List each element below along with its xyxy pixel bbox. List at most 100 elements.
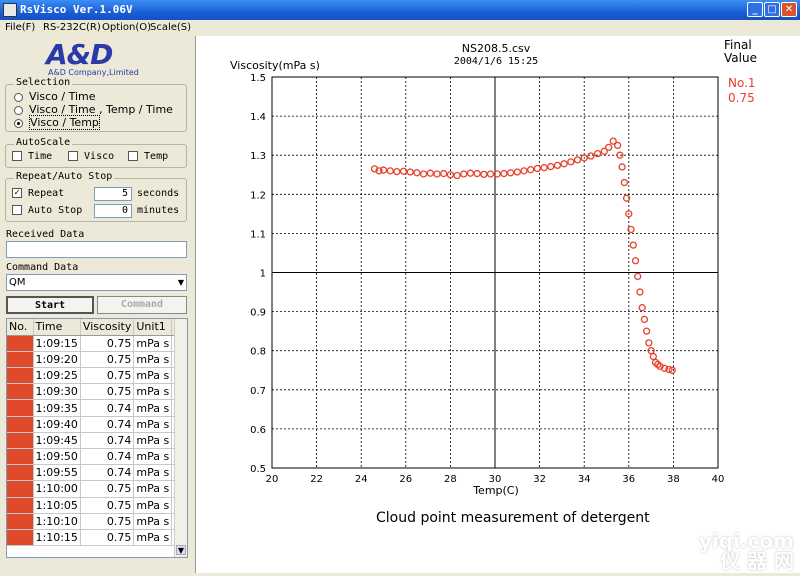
data-point — [613, 141, 622, 150]
viscosity-cell: 0.74 — [80, 416, 135, 433]
watermark-line2: 仪 器 网 — [720, 549, 794, 573]
data-point — [649, 352, 657, 361]
repeat-checkbox[interactable]: ✓ Repeat — [12, 188, 64, 199]
data-point — [634, 272, 642, 281]
autostop-checkbox[interactable]: Auto Stop — [12, 205, 82, 216]
table-row[interactable]: 1:09:50 0.74 mPa s — [7, 448, 184, 466]
data-point — [440, 169, 448, 178]
row-index-cell[interactable] — [7, 513, 34, 530]
row-index-cell[interactable] — [7, 464, 34, 482]
col-header-no[interactable]: No. — [7, 319, 34, 336]
selection-legend: Selection — [14, 77, 73, 88]
data-point — [625, 210, 633, 218]
row-index-cell[interactable] — [7, 480, 34, 498]
table-row[interactable]: 1:09:40 0.74 mPa s — [7, 416, 184, 433]
row-index-cell[interactable] — [7, 335, 34, 352]
col-header-time[interactable]: Time — [33, 319, 81, 336]
table-row[interactable]: 1:09:30 0.75 mPa s — [7, 383, 184, 401]
checkbox-box — [12, 151, 22, 161]
menu-rs232c[interactable]: RS-232C(R) — [43, 22, 101, 33]
data-point — [605, 143, 613, 152]
minimize-button[interactable]: _ — [747, 2, 763, 17]
table-row[interactable]: 1:10:10 0.75 mPa s — [7, 513, 184, 530]
table-row[interactable]: 1:09:25 0.75 mPa s — [7, 367, 184, 385]
data-point — [668, 366, 676, 374]
chevron-down-icon[interactable]: ▼ — [177, 278, 184, 287]
data-point — [393, 167, 401, 176]
data-point — [527, 166, 535, 174]
row-index-cell[interactable] — [7, 416, 34, 433]
row-index-cell[interactable] — [7, 367, 34, 385]
command-data-select[interactable]: QM ▼ — [6, 274, 187, 291]
unit-cell: mPa s — [133, 416, 173, 433]
table-row[interactable]: 1:10:15 0.75 mPa s — [7, 529, 184, 547]
received-data-field[interactable] — [6, 241, 187, 258]
logo-company: A&D Company,Limited — [48, 68, 139, 77]
autoscale-visco-checkbox[interactable]: Visco — [68, 151, 114, 162]
table-row[interactable]: 1:09:35 0.74 mPa s — [7, 399, 184, 417]
viscosity-cell: 0.75 — [80, 480, 135, 498]
data-point — [500, 169, 508, 178]
row-index-cell[interactable] — [7, 448, 34, 466]
radio-visco-time-temp[interactable]: Visco / Time , Temp / Time — [14, 103, 173, 116]
menu-file[interactable]: File(F) — [5, 22, 36, 33]
unit-cell: mPa s — [133, 383, 173, 401]
y-tick-label: 1.3 — [250, 151, 266, 162]
row-index-cell[interactable] — [7, 497, 34, 514]
table-row[interactable]: 1:10:00 0.75 mPa s — [7, 480, 184, 498]
viscosity-cell: 0.74 — [80, 399, 135, 417]
repeat-interval-input[interactable]: 5 — [94, 187, 132, 201]
row-index-cell[interactable] — [7, 351, 34, 369]
menu-option[interactable]: Option(O) — [102, 22, 152, 33]
maximize-button[interactable]: □ — [764, 2, 780, 17]
y-tick-label: 0.5 — [250, 464, 266, 475]
table-scrollbar[interactable]: ▼ — [174, 319, 187, 557]
data-point — [419, 170, 428, 178]
viscosity-cell: 0.75 — [80, 383, 135, 401]
row-index-cell[interactable] — [7, 529, 34, 547]
y-tick-label: 1.5 — [250, 73, 266, 84]
x-tick-label: 36 — [622, 474, 635, 485]
company-logo: A&D A&D Company,Limited — [40, 38, 160, 77]
viscosity-cell: 0.75 — [80, 367, 135, 385]
viscosity-cell: 0.75 — [80, 529, 135, 547]
selection-group: Selection Visco / Time Visco / Time , Te… — [5, 77, 187, 132]
repeat-unit: seconds — [137, 188, 180, 199]
table-row[interactable]: 1:09:15 0.75 mPa s — [7, 335, 184, 352]
menu-scale[interactable]: Scale(S) — [150, 22, 192, 33]
chart-caption: Cloud point measurement of detergent — [376, 510, 650, 526]
x-tick-label: 30 — [489, 474, 502, 485]
row-index-cell[interactable] — [7, 399, 34, 417]
close-button[interactable]: ✕ — [781, 2, 797, 17]
table-row[interactable]: 1:09:20 0.75 mPa s — [7, 351, 184, 369]
table-row[interactable]: 1:09:55 0.74 mPa s — [7, 464, 184, 482]
command-button[interactable]: Command — [97, 296, 187, 314]
data-point — [413, 169, 421, 177]
autostop-interval-input[interactable]: 0 — [94, 204, 132, 218]
table-row[interactable]: 1:10:05 0.75 mPa s — [7, 497, 184, 514]
col-header-unit1[interactable]: Unit1 — [133, 319, 173, 336]
x-tick-label: 26 — [399, 474, 412, 485]
start-button[interactable]: Start — [6, 296, 94, 314]
row-index-cell[interactable] — [7, 383, 34, 401]
data-point — [446, 171, 455, 179]
control-panel: A&D A&D Company,Limited Selection Visco … — [0, 36, 192, 573]
time-cell: 1:09:55 — [33, 464, 81, 482]
data-point — [453, 171, 461, 180]
x-tick-label: 38 — [667, 474, 680, 485]
command-value: QM — [9, 277, 26, 288]
data-point — [609, 137, 617, 145]
menu-bar: File(F) RS-232C(R) Option(O) Scale(S) — [0, 20, 800, 36]
table-row[interactable]: 1:09:45 0.74 mPa s — [7, 432, 184, 450]
scroll-down-icon[interactable]: ▼ — [176, 545, 186, 555]
data-point — [642, 327, 651, 335]
autoscale-temp-checkbox[interactable]: Temp — [128, 151, 168, 162]
radio-visco-temp[interactable]: Visco / Temp — [14, 115, 100, 130]
autoscale-time-checkbox[interactable]: Time — [12, 151, 52, 162]
row-index-cell[interactable] — [7, 432, 34, 450]
title-bar: RsVisco Ver.1.06V _ □ ✕ — [0, 0, 800, 20]
y-tick-label: 1.2 — [250, 190, 266, 201]
unit-cell: mPa s — [133, 480, 173, 498]
col-header-viscosity[interactable]: Viscosity — [80, 319, 135, 336]
radio-visco-time[interactable]: Visco / Time — [14, 90, 96, 103]
